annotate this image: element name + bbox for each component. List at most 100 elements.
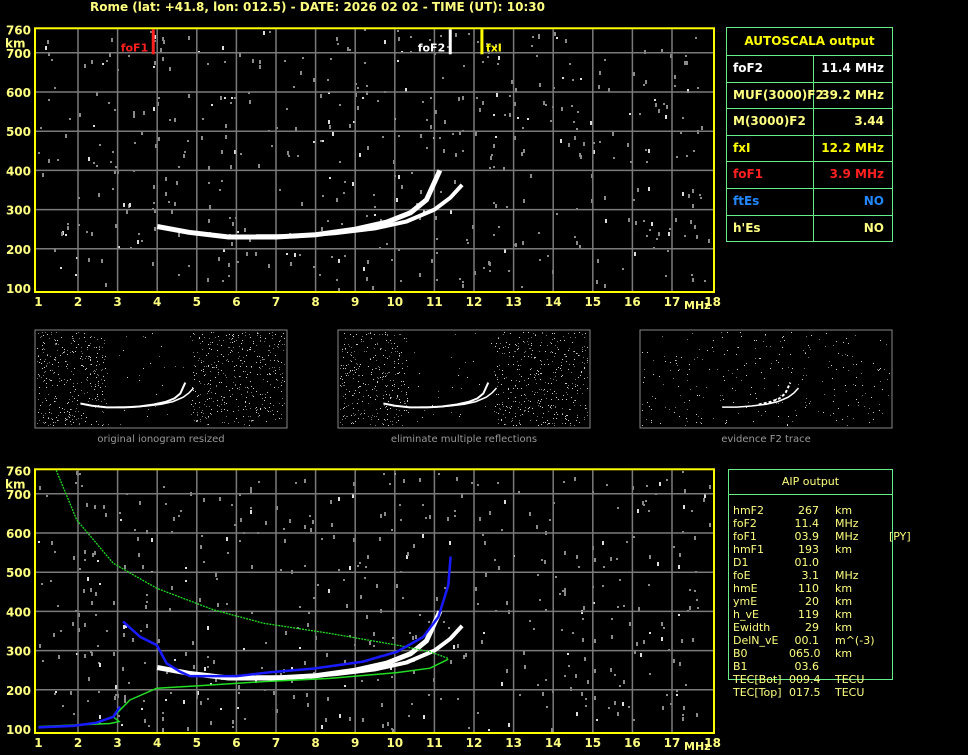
noise-echo [694,590,696,592]
thumbnail-noise [346,406,347,407]
thumbnail-noise [569,348,570,349]
thumbnail-noise [262,398,263,399]
thumbnail-noise [507,407,508,408]
thumbnail-noise [283,350,284,351]
thumbnail-noise [217,400,218,401]
thumbnail-noise [551,383,552,384]
noise-echo [239,53,241,57]
thumbnail-noise [524,342,525,343]
thumbnail-noise [548,423,549,424]
thumbnail-noise [371,338,372,339]
thumbnail-noise [521,376,522,377]
noise-echo [162,712,164,714]
noise-echo [121,724,123,726]
thumbnail-noise [568,385,569,386]
thumbnail-frame [34,329,288,429]
thumbnail-noise [234,376,235,377]
thumbnail-noise [376,368,377,369]
thumbnail-noise [55,401,56,402]
noise-echo [611,618,613,620]
noise-echo [366,615,368,619]
thumbnail-noise [262,404,263,405]
thumbnail-noise [273,348,274,349]
thumbnail-noise [194,365,195,366]
thumbnail-noise [241,360,242,361]
thumbnail-noise [647,402,648,403]
thumbnail-noise [538,425,539,426]
noise-echo [583,606,585,610]
thumbnail-noise [384,419,385,420]
thumbnail-noise [221,409,222,410]
thumbnail-noise [340,385,341,386]
thumbnail-noise [575,386,576,387]
noise-echo [304,479,306,483]
thumbnail-noise [224,397,225,398]
noise-echo [392,637,394,639]
thumbnail-noise [105,356,106,357]
thumbnail-noise [399,355,400,356]
noise-echo [145,605,147,609]
noise-echo [124,565,126,569]
aip-value: 017.5 [789,686,821,699]
noise-echo [509,95,511,97]
thumbnail-noise [392,385,393,386]
thumbnail-noise [499,408,500,409]
noise-echo [171,586,173,590]
thumbnail-noise [192,387,193,388]
noise-echo [645,149,647,151]
noise-echo [377,679,379,681]
noise-echo [605,219,607,223]
thumbnail-noise [459,368,460,369]
thumbnail-noise [356,334,357,335]
thumbnail-noise [370,332,371,333]
noise-echo [39,644,41,648]
noise-echo [663,103,665,105]
noise-echo [366,215,368,217]
thumbnail-noise [776,360,777,361]
thumbnail-noise [193,406,194,407]
thumbnail-noise [43,342,44,343]
thumbnail-noise [90,383,91,384]
thumbnail-noise [224,404,225,405]
thumbnail-noise [831,365,832,366]
thumbnail-noise [723,376,724,377]
thumbnail-noise [877,369,878,370]
thumbnail-noise [58,415,59,416]
thumbnail-noise [71,409,72,410]
noise-echo [449,541,451,545]
noise-echo [697,607,699,609]
noise-echo [550,120,552,122]
thumbnail-noise [842,419,843,420]
thumbnail-noise [754,340,755,341]
thumbnail-noise [374,348,375,349]
noise-echo [406,555,408,559]
noise-echo [583,142,585,146]
thumbnail-noise [59,381,60,382]
thumbnail-noise [259,415,260,416]
thumbnail-noise [73,340,74,341]
thumbnail-noise [68,416,69,417]
noise-echo [708,239,710,243]
noise-echo [221,150,223,154]
thumbnail-noise [213,401,214,402]
noise-echo [226,537,228,541]
thumbnail-noise [65,420,66,421]
thumbnail-noise [276,379,277,380]
aip-value: 11.4 [794,517,820,530]
thumbnail-noise [568,350,569,351]
noise-echo [686,155,688,157]
noise-echo [338,497,340,501]
thumbnail-noise [233,347,234,348]
noise-echo [384,512,386,516]
thumbnail-noise [782,347,783,348]
noise-echo [250,491,252,493]
thumbnail-noise [406,392,407,393]
noise-echo [114,109,116,111]
thumbnail-noise [59,407,60,408]
thumbnail-noise [99,347,100,348]
thumbnail-noise [782,337,783,338]
thumbnail-noise [848,343,849,344]
thumbnail-noise [52,385,53,386]
noise-echo [307,703,309,707]
thumbnail-noise [386,386,387,387]
